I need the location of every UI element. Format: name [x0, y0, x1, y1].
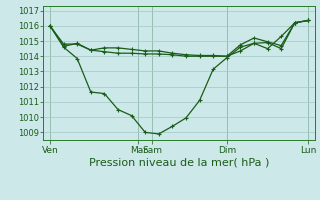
X-axis label: Pression niveau de la mer( hPa ): Pression niveau de la mer( hPa ) — [89, 157, 269, 167]
